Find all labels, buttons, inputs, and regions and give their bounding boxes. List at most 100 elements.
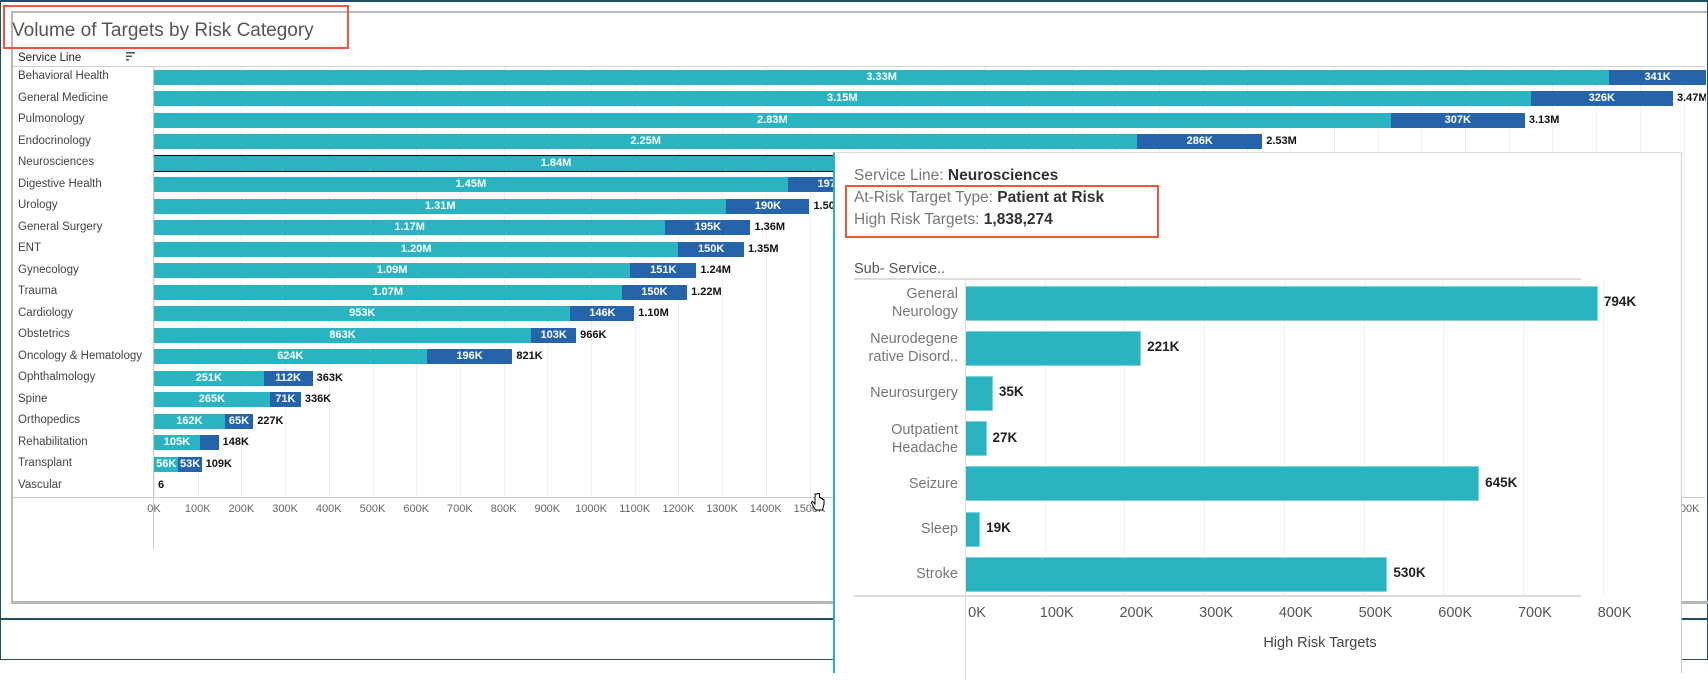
gridline [678,67,680,497]
sub-row-label-line: General [906,286,958,302]
row-label[interactable]: ENT [18,242,41,255]
bar-segment-low-risk[interactable] [154,284,622,300]
sub-bar[interactable] [965,556,1388,592]
row-label[interactable]: Ophthalmology [18,371,96,384]
sub-service-header[interactable]: Sub- Service.. [854,261,946,277]
sub-x-tick-label: 100K [1039,605,1074,621]
row-label[interactable]: Transplant [18,457,72,470]
sub-bar[interactable] [965,330,1142,366]
row-label[interactable]: Obstetrics [18,328,70,341]
bar-segment-low-risk[interactable] [154,263,631,279]
sub-row-label[interactable]: Neurosurgery [848,384,958,402]
bar-segment-high-risk[interactable] [269,392,301,408]
bar-segment-low-risk[interactable] [154,327,532,343]
bar-segment-low-risk[interactable] [154,306,571,322]
row-label[interactable]: General Surgery [18,220,103,233]
bar-segment-low-risk[interactable] [154,349,427,365]
sub-bar-label: 794K [1603,294,1637,309]
bar-segment-high-risk[interactable] [570,306,635,322]
row-label[interactable]: Endocrinology [18,134,91,147]
gridline [328,67,330,497]
x-tick-label: 800K [490,503,517,515]
bar-label-high-risk: 65K [228,414,250,427]
row-label[interactable]: Rehabilitation [18,435,88,448]
row-label[interactable]: Trauma [18,285,58,298]
row-label[interactable]: Behavioral Health [18,70,109,82]
bar-segment-low-risk[interactable] [154,370,264,386]
bar-segment-low-risk[interactable] [154,392,270,408]
bar-segment-high-risk[interactable] [199,435,219,451]
row-label[interactable]: Digestive Health [18,177,102,190]
bar-segment-low-risk[interactable] [154,413,225,429]
bar-segment-high-risk[interactable] [426,349,513,365]
bar-segment-low-risk[interactable] [154,456,179,472]
row-label[interactable]: Oncology & Hematology [18,349,143,362]
sub-bar[interactable] [965,421,987,457]
bar-segment-high-risk[interactable] [1137,134,1263,150]
bar-segment-high-risk[interactable] [726,198,810,214]
sub-x-tick-label: 800K [1597,605,1632,621]
row-label[interactable]: Pulmonology [18,113,85,126]
row-label[interactable]: General Medicine [18,91,109,104]
bar-segment-low-risk[interactable] [154,154,960,172]
sub-bar-label: 19K [986,520,1011,535]
bar-segment-low-risk[interactable] [154,134,1138,150]
sub-bar[interactable] [965,511,981,547]
sub-row-label-line: Sleep [920,521,958,537]
x-tick-label: 300K [272,503,298,515]
bar-label-low-risk: 1.45M [455,178,487,191]
row-label[interactable]: Orthopedics [18,414,81,427]
sub-bar[interactable] [965,466,1480,502]
bar-segment-high-risk[interactable] [531,327,577,343]
sub-bar[interactable] [965,375,993,411]
gridline [241,67,243,497]
sub-bar[interactable] [965,285,1598,321]
sub-gridline [1363,280,1365,595]
sub-bar-label: 530K [1393,565,1426,581]
bar-segment-low-risk[interactable] [154,220,666,236]
bar-label-high-risk: 151K [650,264,677,277]
gridline [154,67,155,497]
row-header-service-line[interactable]: Service Line [18,52,82,64]
sub-row-label[interactable]: Sleep [848,520,958,538]
sub-row-label[interactable]: Stroke [848,565,958,583]
bar-segment-high-risk[interactable] [1530,91,1673,106]
y-axis-line [153,67,154,549]
row-label[interactable]: Neurosciences [18,156,95,169]
tooltip-service-line: Service Line: Neurosciences [854,167,1058,185]
sub-row-label[interactable]: Neurodegene rative Disord.. [848,330,958,366]
sub-row-label[interactable]: Seizure [848,475,958,493]
bar-segment-low-risk[interactable] [154,241,679,257]
bar-segment-low-risk[interactable] [154,198,727,214]
sub-x-tick-label: 200K [1119,605,1154,621]
bar-segment-high-risk[interactable] [263,370,313,386]
bar-segment-high-risk[interactable] [1609,69,1706,85]
row-label[interactable]: Vascular [18,478,62,491]
row-label[interactable]: Gynecology [18,263,79,276]
bar-segment-high-risk[interactable] [224,413,254,429]
sub-bar-chart[interactable]: 794K 221K 35K 27K 645K 19K 530K [965,280,1636,595]
bar-segment-high-risk[interactable] [665,220,751,236]
bar-segment-high-risk[interactable] [1390,112,1525,128]
bar-segment-low-risk[interactable] [154,177,788,193]
bar-segment-low-risk[interactable] [154,69,1610,85]
row-label[interactable]: Cardiology [18,306,73,319]
bar-total-label: 1.22M [691,285,722,298]
bar-segment-high-risk[interactable] [630,263,697,279]
sub-row-label[interactable]: General Neurology [848,285,958,321]
sub-row-label[interactable]: Outpatient Headache [848,421,958,457]
main-bar-chart[interactable]: 3.33M 341K 3.15M 326K 3.47M 2.83M 307K 3.13M 2.2… [154,67,1706,497]
x-tick-label: 1100K [619,503,651,515]
sub-gridline [1522,280,1524,595]
bar-segment-high-risk[interactable] [678,241,744,257]
row-label[interactable]: Spine [18,392,48,405]
tooltip-label: Service Line: [854,167,948,184]
sort-icon[interactable] [126,52,136,62]
bar-segment-low-risk[interactable] [154,112,1391,128]
row-label[interactable]: Urology [18,199,58,212]
bar-segment-high-risk[interactable] [178,456,202,472]
bar-segment-low-risk[interactable] [154,435,200,451]
bar-segment-high-risk[interactable] [621,284,688,300]
bar-segment-low-risk[interactable] [154,91,1531,106]
bar-label-low-risk: 56K [156,457,177,470]
